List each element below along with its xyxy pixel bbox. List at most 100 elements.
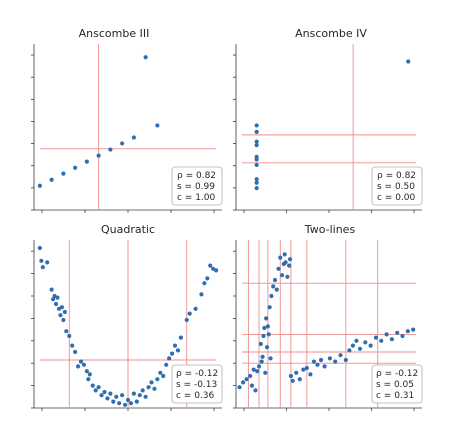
data-point xyxy=(155,123,160,128)
stats-box-frame xyxy=(371,364,423,404)
data-point xyxy=(99,393,104,398)
data-point xyxy=(308,372,313,377)
data-point xyxy=(117,401,122,406)
data-point xyxy=(283,260,288,265)
plot-area xyxy=(233,240,422,411)
data-point xyxy=(287,257,293,262)
stat-c: c = 0.00 xyxy=(377,193,416,203)
data-point xyxy=(271,284,276,289)
data-point xyxy=(108,147,113,152)
data-point xyxy=(143,394,148,399)
data-point xyxy=(143,55,148,60)
data-point xyxy=(81,362,87,367)
data-point xyxy=(73,165,78,170)
data-point xyxy=(389,337,394,342)
data-point xyxy=(86,377,91,382)
data-point xyxy=(55,295,60,300)
data-point xyxy=(322,364,327,369)
data-point xyxy=(78,359,84,364)
data-point xyxy=(406,59,411,64)
data-point xyxy=(193,306,198,311)
data-point xyxy=(288,373,294,379)
data-point xyxy=(254,139,259,144)
data-point xyxy=(140,388,145,393)
data-point xyxy=(39,258,44,263)
data-point xyxy=(237,385,242,390)
stats-box: ρ = -0.12 s = 0.05 c = 0.31 xyxy=(371,364,423,404)
stat-s: s = 0.50 xyxy=(377,182,415,192)
data-point xyxy=(102,389,107,395)
data-point xyxy=(265,324,270,329)
stat-c: c = 1.00 xyxy=(177,193,216,203)
data-point xyxy=(254,129,259,134)
data-point xyxy=(274,287,279,292)
stats-box: ρ = -0.12 s = -0.13 c = 0.36 xyxy=(171,364,223,404)
data-point xyxy=(276,266,281,271)
data-point xyxy=(67,333,72,339)
data-point xyxy=(253,388,258,393)
data-point xyxy=(290,378,295,383)
data-point xyxy=(259,359,264,364)
stat-s: s = -0.13 xyxy=(176,380,217,390)
data-point xyxy=(161,373,166,379)
data-point xyxy=(167,356,172,361)
data-point xyxy=(96,153,101,158)
data-point xyxy=(261,333,266,339)
data-point xyxy=(61,171,66,176)
data-point xyxy=(264,316,269,321)
data-point xyxy=(343,357,348,363)
data-point xyxy=(164,362,169,367)
data-point xyxy=(175,348,181,353)
data-point xyxy=(254,123,259,128)
data-point xyxy=(62,309,67,315)
stat-s: s = 0.05 xyxy=(376,380,414,390)
data-point xyxy=(125,397,131,403)
data-point xyxy=(287,263,292,268)
data-point xyxy=(278,255,283,260)
data-point xyxy=(114,394,119,399)
data-point xyxy=(84,159,89,164)
data-point xyxy=(272,277,278,283)
data-point xyxy=(244,377,249,382)
data-point xyxy=(122,402,128,407)
stat-c: c = 0.36 xyxy=(176,391,215,401)
plot-area xyxy=(233,44,422,213)
data-point xyxy=(108,391,113,396)
data-point xyxy=(255,369,260,374)
data-point xyxy=(251,367,256,372)
data-point xyxy=(333,359,338,364)
data-point xyxy=(249,383,255,388)
data-point xyxy=(267,305,272,310)
data-point xyxy=(134,399,139,404)
data-point xyxy=(254,177,259,182)
data-point xyxy=(111,399,116,404)
data-point xyxy=(61,317,66,323)
data-point xyxy=(304,365,309,371)
data-point xyxy=(137,393,142,398)
panel-quadratic: Quadratic ρ = -0.12 s = -0.13 c = 0.36 xyxy=(31,223,223,411)
data-point xyxy=(269,293,274,299)
data-point xyxy=(37,245,42,251)
data-point xyxy=(405,329,410,334)
data-point xyxy=(282,252,287,257)
data-point xyxy=(49,177,54,182)
data-point xyxy=(53,301,59,307)
data-point xyxy=(45,260,50,265)
data-point xyxy=(357,346,363,351)
data-point xyxy=(318,357,324,363)
data-point xyxy=(37,183,42,188)
data-point xyxy=(93,388,98,393)
data-point xyxy=(120,393,125,398)
data-point xyxy=(184,317,189,323)
data-point xyxy=(178,335,183,340)
data-point xyxy=(285,274,290,279)
data-point xyxy=(347,348,352,353)
stats-box: ρ = 0.82 s = 0.50 c = 0.00 xyxy=(371,166,423,206)
data-point xyxy=(105,396,110,401)
data-point xyxy=(214,268,219,273)
data-point xyxy=(260,354,265,359)
data-point xyxy=(58,313,63,318)
data-point xyxy=(208,263,213,268)
stats-box-frame xyxy=(171,166,223,206)
data-point xyxy=(59,305,65,310)
